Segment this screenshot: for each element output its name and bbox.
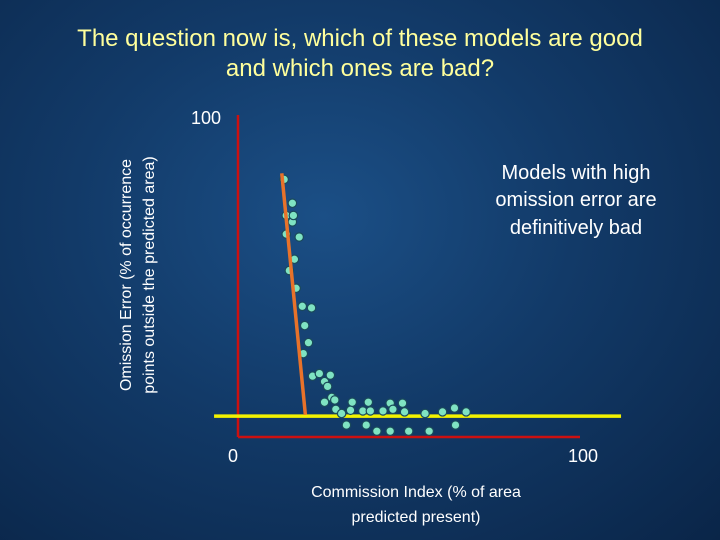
- data-point-27: [347, 397, 358, 408]
- title-line-2: and which ones are bad?: [225, 55, 495, 82]
- x-axis-label-line-2: predicted present): [352, 509, 481, 526]
- y-axis-label-line-1: Omission Error (% of occurrence: [118, 159, 135, 391]
- data-point-43: [449, 403, 460, 413]
- data-point-36: [388, 404, 398, 415]
- data-point-41: [424, 426, 434, 437]
- data-point-30: [365, 406, 376, 416]
- title-line-1: The question now is, which of these mode…: [77, 25, 643, 52]
- data-point-42: [437, 407, 448, 417]
- data-point-24: [336, 408, 347, 419]
- x-tick-0: 0: [228, 446, 238, 466]
- data-point-38: [403, 426, 414, 437]
- data-point-10: [297, 301, 308, 312]
- data-point-40: [420, 408, 430, 419]
- y-tick-100: 100: [191, 108, 221, 128]
- data-point-26: [345, 405, 356, 416]
- data-point-16: [314, 368, 325, 379]
- data-point-11: [299, 320, 310, 331]
- x-tick-100: 100: [568, 446, 598, 466]
- data-point-21: [329, 395, 340, 405]
- data-point-31: [363, 397, 374, 408]
- y-axis-label-line-2: points outside the predicted area): [141, 156, 158, 393]
- data-point-6: [294, 232, 305, 242]
- data-point-22: [319, 397, 330, 408]
- data-point-44: [450, 420, 461, 430]
- annotation-line-2: omission error are: [495, 189, 656, 211]
- data-point-29: [361, 420, 372, 430]
- data-point-18: [322, 381, 333, 392]
- data-point-33: [378, 406, 388, 416]
- data-point-25: [341, 420, 352, 430]
- data-point-13: [303, 337, 314, 348]
- data-point-3: [288, 210, 299, 221]
- data-point-4: [287, 198, 298, 209]
- data-point-12: [306, 303, 317, 313]
- chart-marks: [214, 115, 622, 439]
- data-point-32: [372, 426, 382, 437]
- data-point-19: [325, 370, 336, 380]
- data-point-35: [385, 426, 395, 437]
- data-point-45: [461, 407, 471, 417]
- data-point-39: [399, 407, 410, 417]
- y-axis-label: Omission Error (% of occurrence points o…: [118, 156, 158, 393]
- annotation-line-3: definitively bad: [510, 217, 642, 239]
- data-point-37: [397, 398, 408, 408]
- x-axis-label-line-1: Commission Index (% of area: [311, 484, 521, 501]
- trend-line: [280, 173, 308, 415]
- annotation-line-1: Models with high: [502, 162, 651, 184]
- slide-title: The question now is, which of these mode…: [0, 24, 720, 84]
